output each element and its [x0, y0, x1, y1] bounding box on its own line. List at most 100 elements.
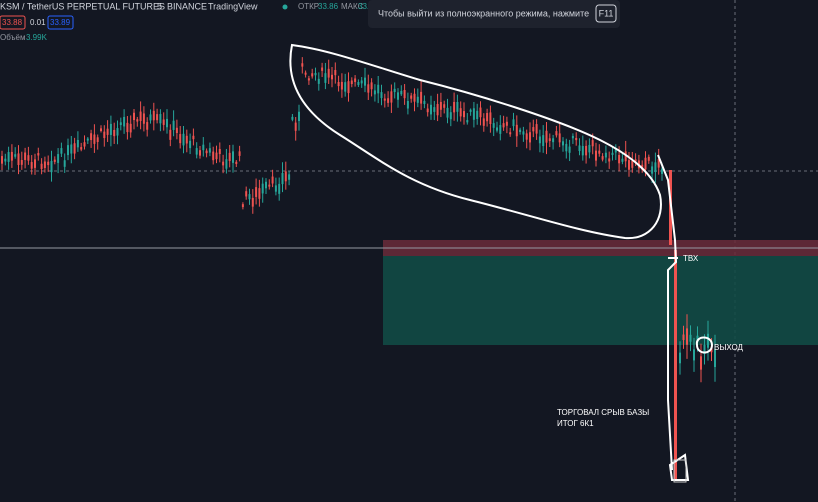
ask-box[interactable]: [47, 15, 74, 30]
candle-part: [179, 134, 182, 144]
candle-part: [80, 147, 83, 150]
candle-part: [195, 148, 198, 155]
candle-part: [575, 137, 578, 141]
candle-part: [591, 140, 594, 147]
candle-part: [334, 69, 337, 76]
hand-ellipse: [289, 43, 662, 240]
candle-part: [525, 133, 528, 140]
candle-part: [393, 88, 396, 93]
candle-part: [17, 153, 20, 165]
candle-part: [255, 187, 258, 197]
candle-part: [93, 134, 96, 144]
candle-part: [618, 154, 621, 164]
candle-part: [96, 137, 99, 142]
candle-part: [43, 161, 46, 168]
candle-part: [156, 114, 159, 121]
candle-part: [703, 344, 706, 354]
candle-part: [106, 128, 109, 135]
candle-part: [327, 68, 330, 78]
candle-part: [281, 173, 284, 185]
candle-part: [40, 163, 43, 169]
candle-part: [314, 72, 317, 76]
candle-part: [241, 204, 244, 208]
candle-part: [284, 171, 287, 182]
candle-part: [406, 100, 409, 109]
candle-part: [634, 159, 637, 162]
candle-part: [397, 92, 399, 100]
candle-part: [298, 111, 300, 121]
candle-part: [288, 174, 291, 180]
candle-part: [347, 81, 350, 94]
candle-part: [34, 159, 36, 168]
candle-part: [169, 129, 172, 140]
candle-part: [146, 122, 149, 130]
exchange: BINANCE: [167, 1, 207, 11]
candle-part: [373, 90, 376, 95]
candle-part: [608, 158, 611, 162]
interval: 5: [157, 1, 162, 11]
candle-part: [331, 74, 333, 80]
candle-part: [682, 334, 685, 341]
candle-part: [185, 135, 188, 144]
candle-part: [67, 145, 69, 156]
candle-part: [261, 183, 264, 194]
candle-part: [116, 128, 119, 136]
candle-part: [489, 112, 492, 125]
candle-part: [542, 135, 545, 147]
candle-part: [453, 101, 456, 113]
candle-part: [136, 119, 139, 122]
hand-exit-mark: [695, 336, 714, 354]
candle-part: [83, 142, 86, 147]
candle-part: [390, 91, 393, 103]
candle-part: [519, 129, 522, 132]
candle-part: [357, 82, 360, 86]
candle-part: [499, 125, 502, 134]
candle-part: [76, 139, 79, 148]
candle-part: [123, 116, 126, 127]
candle-part: [228, 152, 231, 162]
candle-part: [707, 333, 709, 348]
candle-part: [686, 328, 688, 345]
symbol: KSM / TetherUS PERPETUAL FUTURES: [0, 1, 165, 11]
bid-box[interactable]: [0, 15, 26, 30]
open-value: 33.86: [318, 2, 339, 11]
ask[interactable]: 33.89: [50, 18, 71, 27]
candle-part: [679, 352, 681, 364]
candle-part: [476, 110, 479, 119]
candle-part: [496, 127, 498, 131]
candle-part: [63, 160, 66, 167]
candle-part: [512, 119, 515, 127]
candle-part: [291, 116, 294, 120]
candle-part: [142, 113, 145, 124]
candle-part: [222, 161, 225, 166]
candle-part: [571, 135, 574, 139]
bid[interactable]: 33.88: [2, 18, 23, 27]
candle-part: [529, 132, 531, 143]
candle-part: [377, 84, 380, 94]
candle-part: [439, 101, 442, 110]
candle-part: [558, 133, 561, 143]
candle-part: [27, 155, 30, 161]
candle-part: [604, 152, 607, 158]
volume-label: Объём: [0, 33, 26, 42]
candle-part: [469, 109, 472, 112]
candle-part: [420, 91, 423, 104]
key-box: [595, 4, 617, 23]
candle-part: [714, 349, 716, 368]
cursor-box: [673, 459, 687, 483]
candle-part: [456, 101, 459, 112]
candle-part: [436, 103, 439, 116]
candle-part: [175, 127, 178, 134]
candle-part: [380, 92, 383, 99]
toast-key: F11: [599, 8, 614, 18]
candle-part: [509, 132, 512, 135]
high-label: МАКС: [341, 2, 364, 11]
candle-part: [423, 100, 426, 105]
candle-part: [614, 148, 617, 153]
candle-part: [248, 194, 251, 200]
candle-part: [251, 197, 254, 207]
candle-part: [466, 120, 469, 123]
candle-part: [410, 95, 413, 99]
candle-part: [238, 151, 241, 156]
